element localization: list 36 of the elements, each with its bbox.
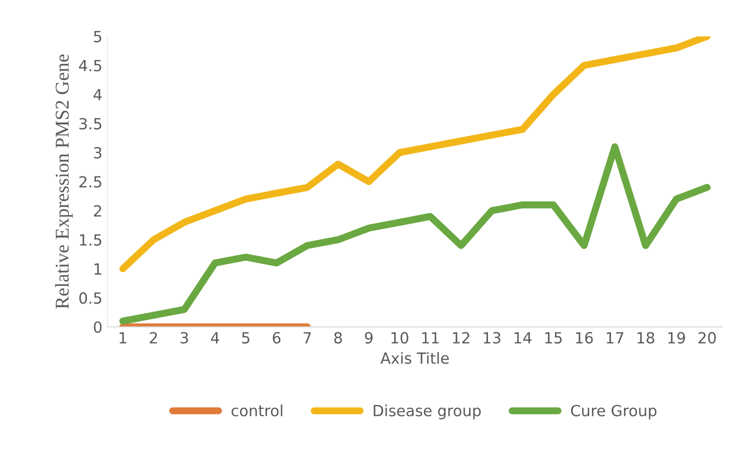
x-tick-label: 7 (304, 332, 311, 344)
y-tick-label: 3.5 (79, 118, 102, 130)
legend-label: Disease group (374, 404, 481, 420)
x-axis-title: Axis Title (380, 352, 449, 364)
x-tick-label: 20 (698, 332, 716, 344)
y-axis-title: Relative Expression PMS2 Gene (55, 54, 73, 309)
y-tick-label: 0 (94, 321, 102, 333)
x-tick-label: 1 (120, 332, 126, 344)
x-tick-label: 11 (422, 332, 439, 344)
x-tick-label: 14 (514, 332, 532, 344)
x-tick-label: 5 (242, 332, 250, 344)
y-tick-label: 5 (94, 30, 102, 42)
x-tick-label: 6 (272, 332, 280, 344)
x-tick-label: 2 (150, 332, 157, 344)
y-tick-label: 1.5 (80, 234, 102, 246)
x-tick-label: 3 (180, 332, 188, 344)
y-tick-label: 2.5 (79, 176, 102, 188)
x-tick-label: 16 (576, 332, 593, 344)
y-tick-label: 4 (94, 89, 102, 100)
x-tick-label: 17 (606, 332, 624, 344)
x-tick-label: 4 (210, 332, 220, 344)
x-tick-label: 18 (638, 332, 654, 344)
y-tick-label: 1 (94, 263, 102, 275)
x-tick-label: 15 (545, 332, 562, 344)
x-tick-label: 9 (364, 332, 373, 344)
x-tick-label: 19 (668, 332, 685, 344)
y-tick-label: 3 (94, 147, 102, 159)
x-tick-label: 10 (392, 332, 408, 344)
y-tick-label: 0.5 (79, 292, 102, 304)
x-tick-label: 13 (484, 332, 500, 344)
legend-label: control (232, 404, 282, 416)
x-tick-label: 8 (334, 332, 342, 344)
y-tick-label: 2 (94, 205, 102, 216)
x-tick-label: 12 (453, 332, 470, 344)
y-tick-label: 4.5 (79, 60, 102, 72)
legend-label: Cure Group (571, 404, 656, 420)
